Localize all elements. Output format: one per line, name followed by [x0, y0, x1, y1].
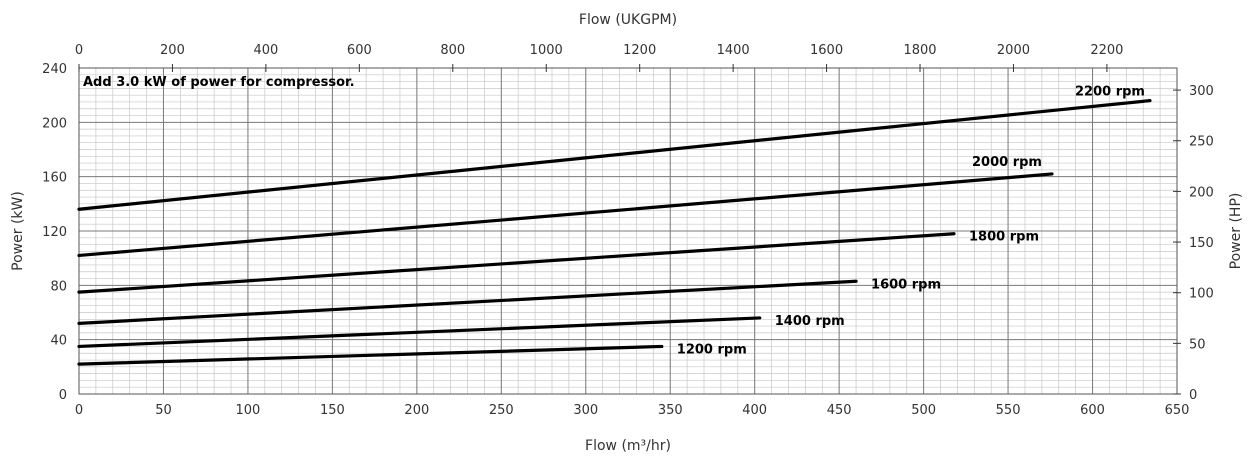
top-tick-label: 1400	[717, 43, 750, 58]
series-line-2000-rpm	[77, 172, 1054, 258]
x-tick-label: 150	[320, 403, 345, 418]
x-tick-label: 200	[404, 403, 429, 418]
series-label: 1400 rpm	[775, 314, 845, 329]
series-label: 2200 rpm	[1075, 85, 1145, 100]
right-tick-label: 250	[1189, 135, 1214, 150]
y-tick-label: 200	[42, 116, 67, 131]
series-label: 1600 rpm	[871, 277, 941, 292]
axis-ticks: 0 50 100 150 200 250 300 350 400 450 500 550 600 6500…	[42, 43, 1214, 418]
plot-frame	[78, 67, 1178, 395]
y-tick-label: 120	[42, 225, 67, 240]
top-tick-label: 1000	[530, 43, 563, 58]
series-line-1600-rpm	[77, 279, 858, 325]
x-tick-label: 300	[573, 403, 598, 418]
top-tick-label: 1600	[810, 43, 843, 58]
x-tick-label: 0	[75, 403, 83, 418]
x-tick-label: 400	[742, 403, 767, 418]
y-tick-label: 0	[59, 388, 67, 403]
top-tick-label: 0	[75, 43, 83, 58]
series-label: 1800 rpm	[969, 230, 1039, 245]
right-tick-label: 100	[1189, 287, 1214, 302]
x-tick-label: 100	[236, 403, 261, 418]
top-tick-label: 800	[440, 43, 465, 58]
x-axis-title: Flow (m³/hr)	[585, 438, 671, 454]
right-axis-title: Power (HP)	[1228, 193, 1244, 270]
x-tick-label: 600	[1080, 403, 1105, 418]
series-line-1200-rpm	[77, 344, 664, 366]
x-tick-label: 650	[1165, 403, 1190, 418]
top-tick-label: 1800	[903, 43, 936, 58]
y-tick-label: 80	[50, 279, 67, 294]
labels-layer: 1200 rpm 1400 rpm 1600 rpm 1800 rpm 2000 rpm…	[677, 85, 1145, 358]
right-tick-label: 150	[1189, 236, 1214, 251]
right-tick-label: 200	[1189, 185, 1214, 200]
y-axis-title: Power (kW)	[10, 191, 26, 271]
x-tick-label: 250	[489, 403, 514, 418]
right-tick-label: 0	[1189, 388, 1197, 403]
top-tick-label: 600	[347, 43, 372, 58]
y-tick-label: 40	[50, 334, 67, 349]
x-tick-label: 550	[996, 403, 1021, 418]
series-label: 1200 rpm	[677, 342, 747, 357]
top-tick-label: 2200	[1090, 43, 1123, 58]
series-label: 2000 rpm	[972, 155, 1042, 170]
right-tick-label: 50	[1189, 337, 1206, 352]
top-tick-label: 2000	[997, 43, 1030, 58]
y-tick-label: 160	[42, 171, 67, 186]
x-tick-label: 50	[155, 403, 172, 418]
x-tick-label: 450	[827, 403, 852, 418]
top-tick-label: 1200	[623, 43, 656, 58]
series-line-2200-rpm	[77, 98, 1152, 211]
top-tick-label: 400	[253, 43, 278, 58]
series-layer	[77, 98, 1152, 366]
x-tick-label: 500	[911, 403, 936, 418]
compressor-note: Add 3.0 kW of power for compressor.	[83, 75, 355, 90]
y-tick-label: 240	[42, 62, 67, 77]
x-tick-label: 350	[658, 403, 683, 418]
right-tick-label: 300	[1189, 84, 1214, 99]
series-line-1800-rpm	[77, 232, 956, 294]
top-tick-label: 200	[160, 43, 185, 58]
top-axis-title: Flow (UKGPM)	[579, 12, 677, 28]
series-line-1400-rpm	[77, 316, 762, 349]
